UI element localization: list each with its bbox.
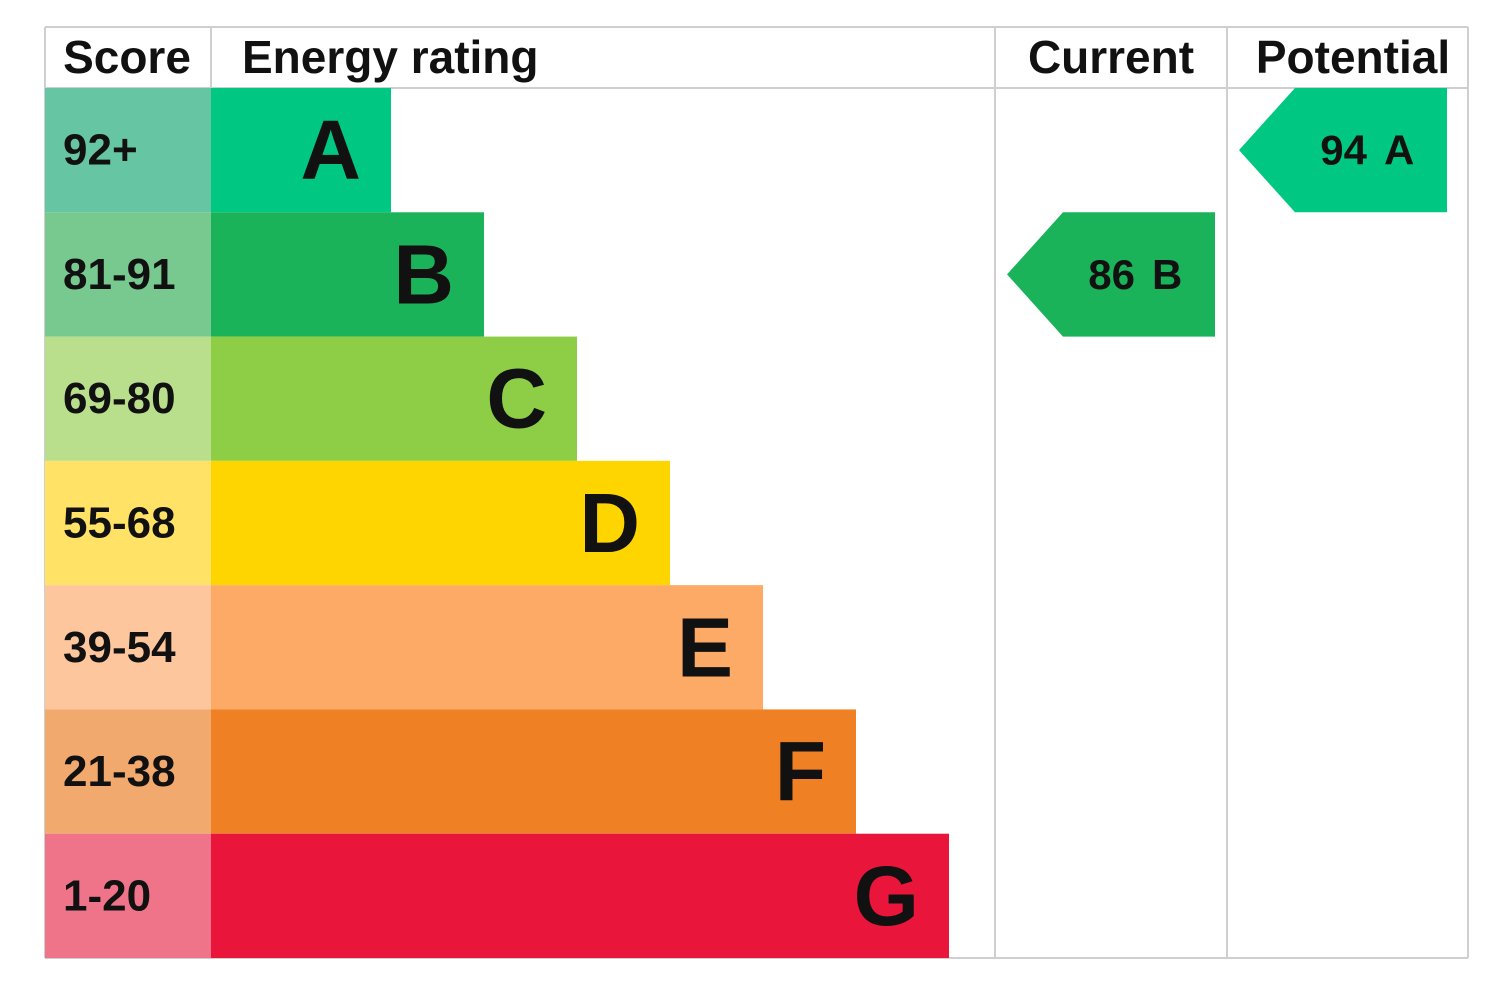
score-range: 39-54 (63, 623, 176, 672)
rating-bar (211, 336, 577, 461)
rating-bar (211, 833, 949, 958)
header-current: Current (1028, 31, 1194, 83)
rating-letter: C (486, 352, 547, 446)
score-range: 92+ (63, 126, 138, 175)
rating-bar (211, 460, 670, 586)
current-value: 86 (1088, 251, 1135, 298)
rating-letter: G (854, 849, 919, 943)
rating-letter: F (775, 725, 826, 819)
score-range: 69-80 (63, 374, 176, 423)
score-cell (45, 709, 211, 834)
score-cell (45, 833, 211, 958)
score-range: 21-38 (63, 747, 176, 796)
score-cell (45, 585, 211, 710)
rating-bar (211, 212, 484, 337)
current-arrow (1007, 212, 1215, 337)
header-rating: Energy rating (242, 31, 539, 83)
current-letter: B (1152, 251, 1182, 298)
header-potential: Potential (1256, 31, 1450, 83)
score-range: 1-20 (63, 871, 151, 920)
score-cell (45, 88, 211, 213)
rating-letter: E (677, 600, 733, 694)
potential-letter: A (1384, 127, 1414, 174)
rating-letter: B (393, 227, 454, 321)
score-cell (45, 212, 211, 337)
header-score: Score (63, 31, 191, 83)
score-cell (45, 336, 211, 461)
rating-letter: D (579, 476, 640, 570)
potential-value: 94 (1320, 127, 1367, 174)
score-range: 81-91 (63, 250, 176, 299)
score-cell (45, 460, 211, 586)
rating-letter: A (300, 103, 361, 197)
rating-bar (211, 585, 763, 710)
rating-bar (211, 709, 856, 834)
potential-arrow (1239, 88, 1447, 213)
score-range: 55-68 (63, 499, 176, 548)
rating-bar (211, 88, 391, 213)
